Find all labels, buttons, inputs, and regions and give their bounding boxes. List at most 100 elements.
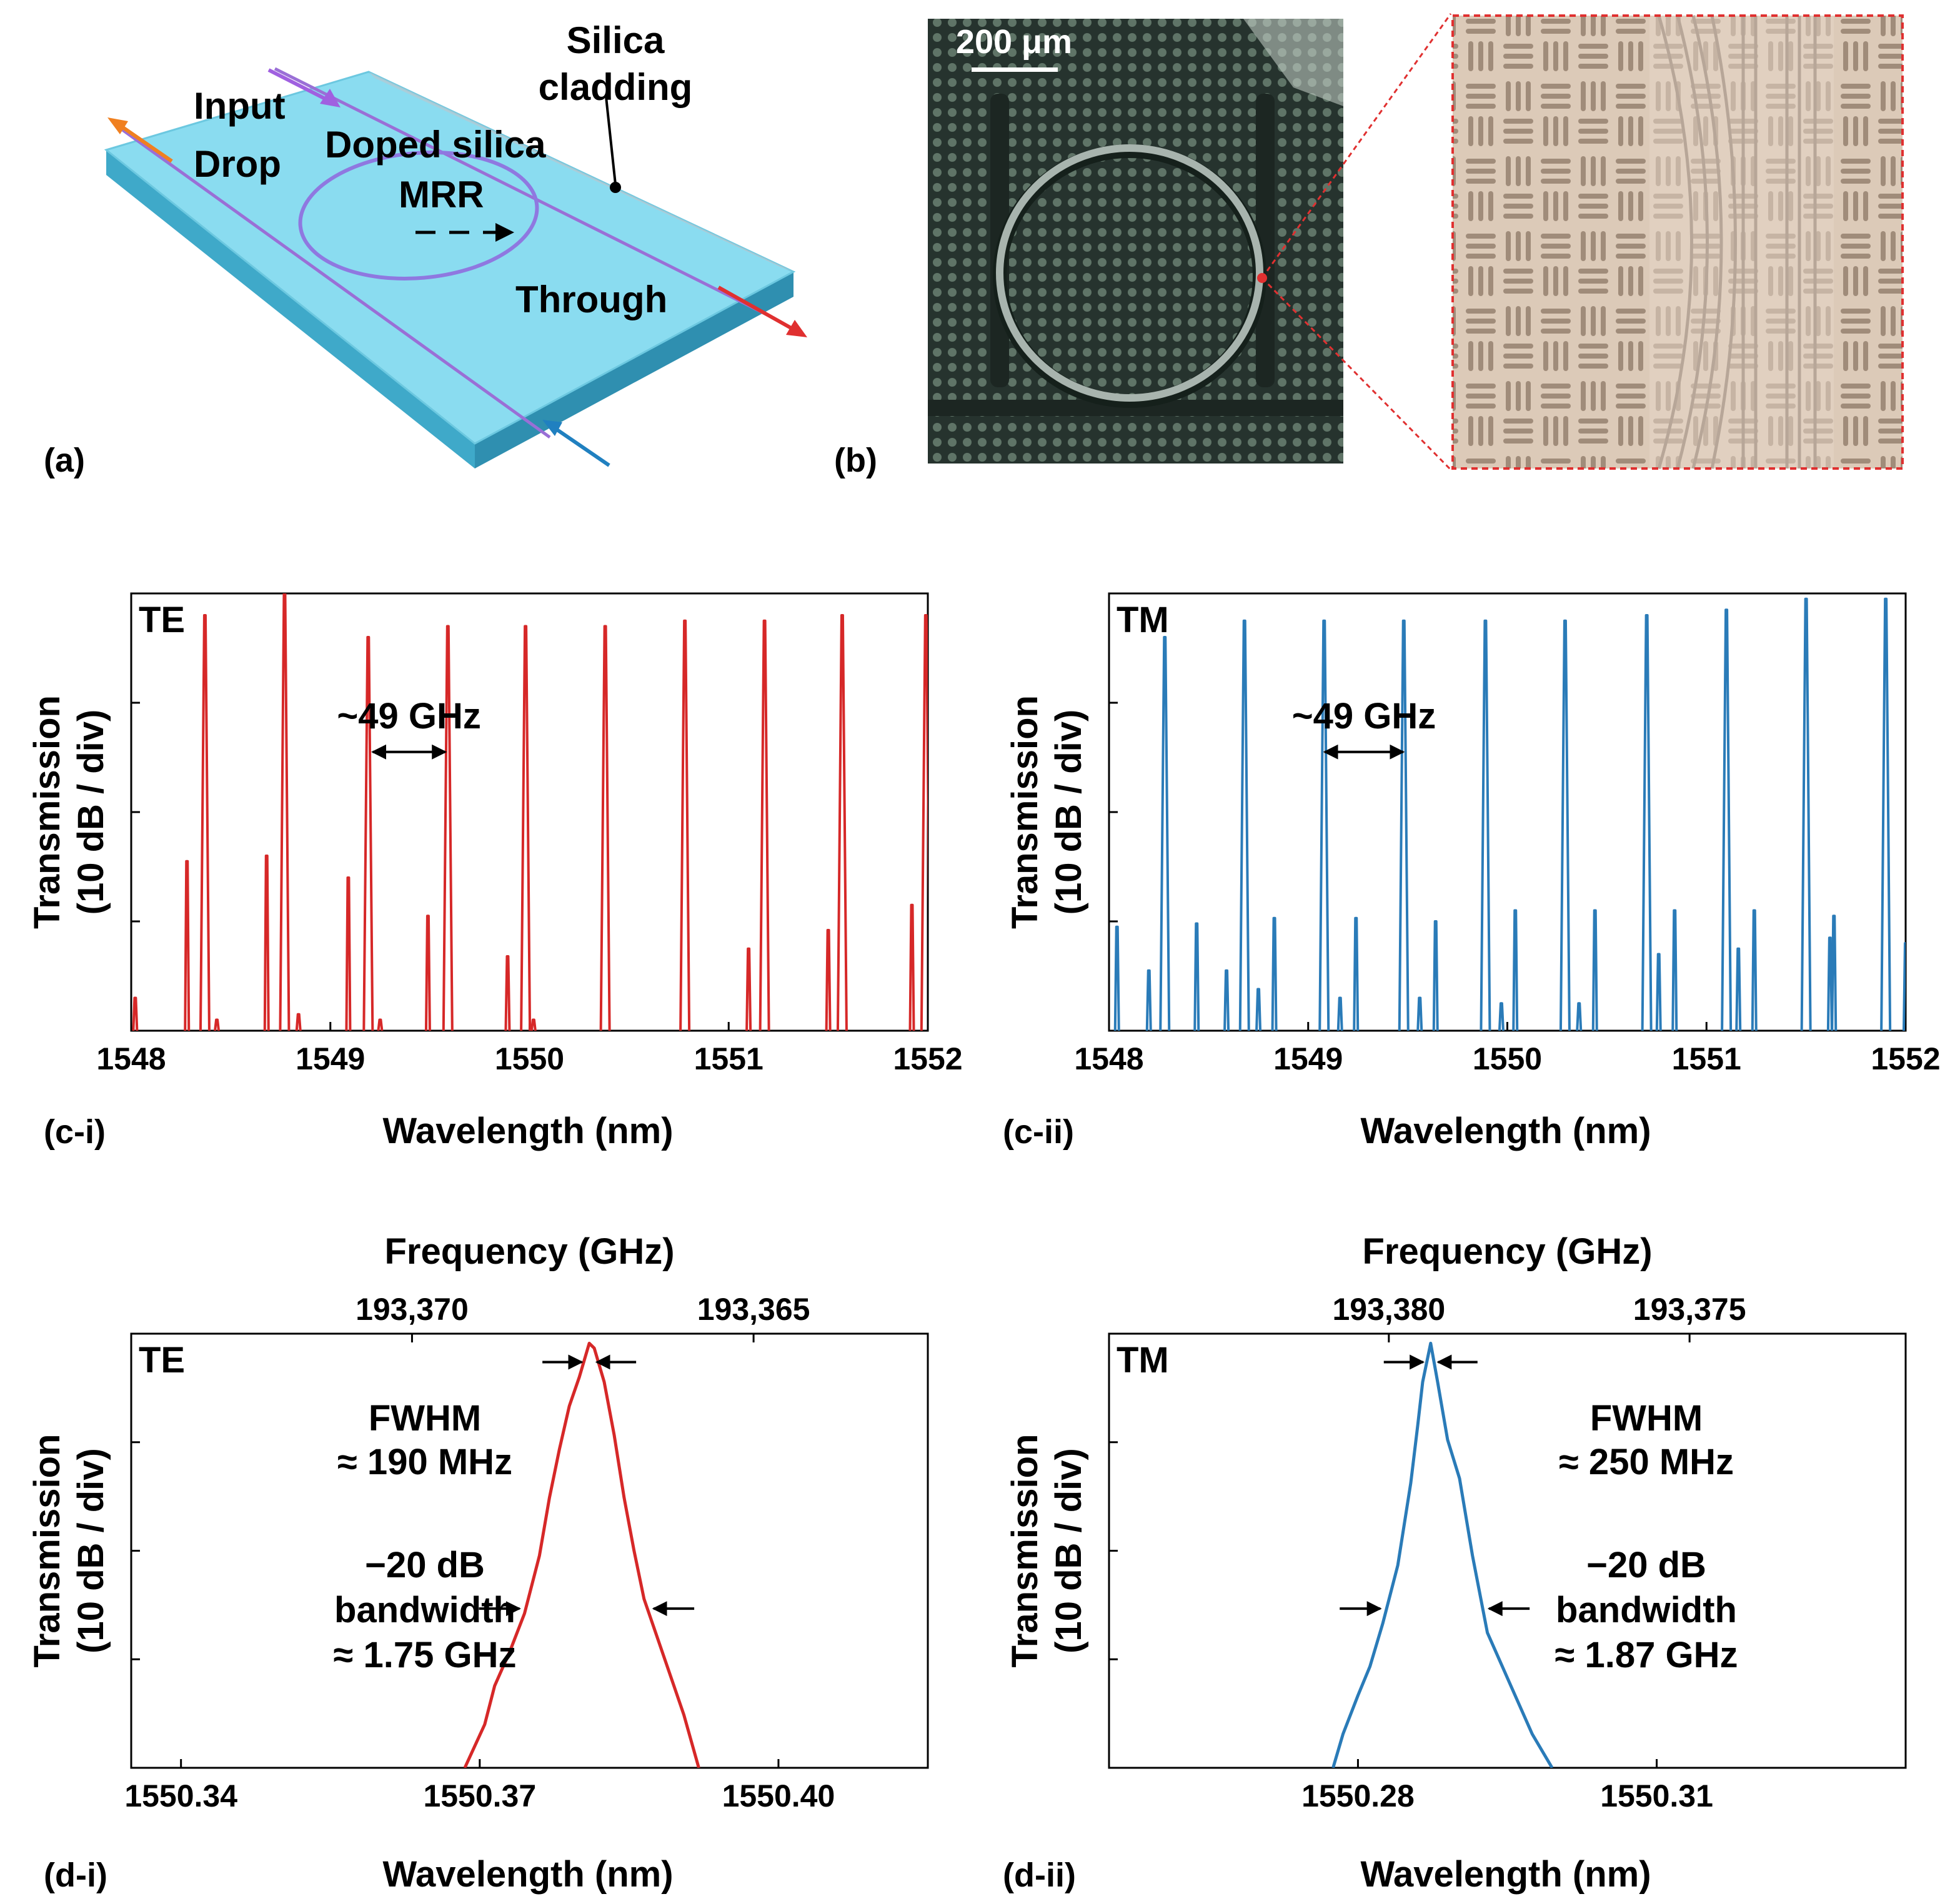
resonance-peak: [1318, 619, 1330, 1031]
minor-peak: [1432, 920, 1439, 1031]
resonance-peak: [1480, 619, 1491, 1031]
panel-b-label: (b): [834, 442, 877, 479]
microring-resonator: [298, 151, 539, 280]
resonance-peak: [1800, 597, 1812, 1031]
mode-label: TE: [139, 600, 185, 640]
zoom-line-top: [1261, 13, 1452, 279]
scale-bar-label: 200 μm: [956, 23, 1072, 61]
top-x-tick-label: 193,380: [1332, 1292, 1445, 1327]
resonance-peak: [1398, 619, 1410, 1031]
resonance-peak: [1641, 614, 1653, 1031]
mode-label: TM: [1117, 1340, 1169, 1381]
input-label: Input: [194, 85, 286, 127]
x-tick-label: 1550.34: [124, 1778, 237, 1813]
resonance-peak: [1159, 636, 1171, 1031]
chip-side-right: [475, 272, 793, 469]
fwhm-label-2: ≈ 190 MHz: [337, 1442, 512, 1482]
fsr-label: ~49 GHz: [1292, 696, 1436, 736]
x-tick-label: 1550.37: [423, 1778, 536, 1813]
silica-cladding-label-1: Silica: [567, 19, 665, 61]
resonance-peak: [1238, 619, 1250, 1031]
add-arrow: [549, 423, 610, 467]
panel-a: Silica cladding Input Drop Doped silica …: [44, 19, 807, 479]
bw-label-2: bandwidth: [1556, 1590, 1737, 1630]
mode-label: TM: [1117, 600, 1169, 640]
minor-peak: [908, 903, 915, 1031]
bw-label-3: ≈ 1.75 GHz: [334, 1635, 517, 1675]
data-layer: [1113, 597, 1906, 1031]
drop-arrow-head: [107, 117, 128, 134]
zoom-line-bottom: [1261, 277, 1452, 471]
top-x-tick-label: 193,365: [697, 1292, 810, 1327]
mrr-label: MRR: [399, 174, 484, 216]
bw-label-3: ≈ 1.87 GHz: [1555, 1635, 1738, 1675]
resonance-peak: [362, 636, 374, 1031]
scale-bar: [972, 67, 1058, 72]
fwhm-label-2: ≈ 250 MHz: [1559, 1442, 1734, 1482]
chart-c-i: 1548 1549 1550 1551 1552 ~49 GHz TE Transmissio…: [27, 592, 963, 1151]
panel-label: (c-i): [44, 1113, 106, 1151]
panel-label: (c-ii): [1003, 1113, 1074, 1151]
minor-peak: [530, 1018, 537, 1031]
add-arrow-head: [542, 420, 562, 436]
data-layer: [463, 1341, 700, 1768]
cladding-pointer: [605, 96, 617, 185]
x-tick-label: 1549: [1273, 1041, 1343, 1076]
minor-peak: [1591, 909, 1598, 1031]
doped-silica-label: Doped silica: [325, 124, 546, 166]
resonance-peak: [1880, 597, 1892, 1031]
panel-label: (d-ii): [1003, 1857, 1076, 1894]
minor-peak: [1831, 915, 1838, 1031]
data-layer: [132, 593, 928, 1031]
y-axis-title-1: Transmission: [1005, 1434, 1045, 1668]
minor-peak: [1655, 953, 1662, 1031]
minor-peak: [424, 915, 431, 1031]
y-axis-title-2: (10 dB / div): [1048, 710, 1089, 915]
plot-frame: [130, 1332, 929, 1769]
fsr-label: ~49 GHz: [337, 696, 481, 736]
fwhm-label-1: FWHM: [369, 1398, 481, 1439]
minor-peak: [295, 1013, 302, 1031]
x-tick-label: 1552: [1871, 1041, 1940, 1076]
silica-cladding-label-2: cladding: [539, 66, 693, 108]
plot-frame: [1108, 592, 1907, 1032]
minor-peak: [1576, 1002, 1583, 1031]
chart-d-i: 1550.34 1550.37 1550.40 193,370 193,365 Frequ…: [27, 1231, 929, 1895]
input-arrow-head: [320, 89, 341, 107]
zoom-inset-stripe: [1649, 16, 1834, 469]
minor-peak: [214, 1018, 221, 1031]
resonance-peak: [199, 614, 211, 1031]
minor-peak: [1671, 909, 1678, 1031]
minor-peak: [825, 929, 832, 1031]
minor-peak: [1512, 909, 1519, 1031]
resonance-peak: [920, 614, 928, 1031]
chip-side-front: [106, 150, 475, 469]
through-arrow: [717, 285, 798, 333]
x-tick-label: 1551: [1672, 1041, 1741, 1076]
panel-label: (d-i): [44, 1857, 107, 1894]
bw-label-1: −20 dB: [365, 1545, 485, 1585]
y-axis-title-1: Transmission: [1005, 695, 1045, 929]
y-axis-title-2: (10 dB / div): [71, 1448, 111, 1654]
x-tick-label: 1550.40: [722, 1778, 835, 1813]
minor-peak: [1498, 1002, 1505, 1031]
plot-frame: [1108, 1332, 1907, 1769]
y-axis-title-1: Transmission: [27, 1434, 67, 1668]
top-x-tick-label: 193,370: [356, 1292, 469, 1327]
resonance-peak: [279, 593, 291, 1031]
fwhm-label-1: FWHM: [1590, 1398, 1703, 1439]
resonance-peak: [1559, 619, 1571, 1031]
resonance-peak: [520, 625, 532, 1031]
resonance-peak: [1721, 608, 1733, 1031]
chart-c-ii: 1548 1549 1550 1551 1552 ~49 GHz TM Transmissio…: [1003, 592, 1941, 1151]
x-tick-label: 1548: [1074, 1041, 1143, 1076]
data-layer: [1331, 1341, 1554, 1768]
top-x-axis-title: Frequency (GHz): [384, 1231, 674, 1272]
x-tick-label: 1548: [96, 1041, 166, 1076]
x-axis-title: Wavelength (nm): [1360, 1854, 1651, 1895]
x-tick-label: 1550: [1473, 1041, 1542, 1076]
resonance-peak: [599, 625, 611, 1031]
resonance-curve: [1331, 1341, 1554, 1768]
top-x-tick-label: 193,375: [1633, 1292, 1746, 1327]
